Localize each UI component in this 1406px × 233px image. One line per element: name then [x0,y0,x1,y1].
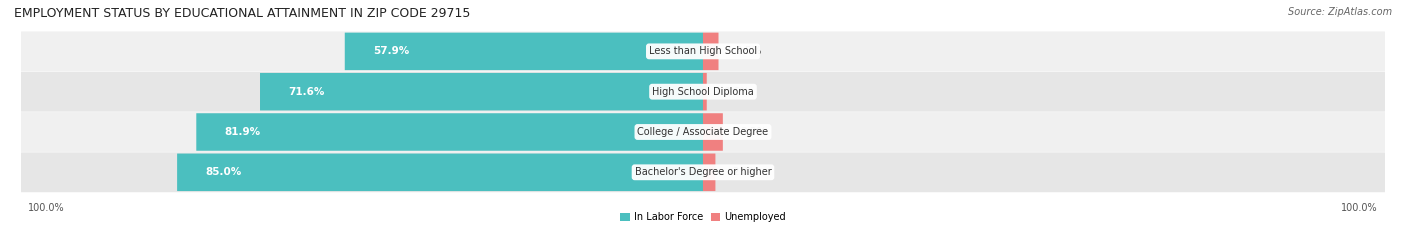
Text: Bachelor's Degree or higher: Bachelor's Degree or higher [634,167,772,177]
Text: High School Diploma: High School Diploma [652,87,754,97]
Text: EMPLOYMENT STATUS BY EDUCATIONAL ATTAINMENT IN ZIP CODE 29715: EMPLOYMENT STATUS BY EDUCATIONAL ATTAINM… [14,7,471,20]
Text: Source: ZipAtlas.com: Source: ZipAtlas.com [1288,7,1392,17]
Text: 2.5%: 2.5% [735,46,762,56]
Text: 3.2%: 3.2% [740,127,766,137]
FancyBboxPatch shape [21,112,1385,152]
Text: 85.0%: 85.0% [205,167,242,177]
Text: College / Associate Degree: College / Associate Degree [637,127,769,137]
Text: 2.0%: 2.0% [733,167,759,177]
FancyBboxPatch shape [344,33,703,70]
FancyBboxPatch shape [703,33,718,70]
FancyBboxPatch shape [260,73,703,110]
Text: 71.6%: 71.6% [288,87,325,97]
FancyBboxPatch shape [197,113,703,151]
FancyBboxPatch shape [21,72,1385,112]
Text: Less than High School: Less than High School [650,46,756,56]
Text: 100.0%: 100.0% [28,203,65,213]
Text: 57.9%: 57.9% [373,46,409,56]
FancyBboxPatch shape [703,154,716,191]
Text: 100.0%: 100.0% [1341,203,1378,213]
FancyBboxPatch shape [21,152,1385,192]
FancyBboxPatch shape [703,113,723,151]
FancyBboxPatch shape [21,31,1385,71]
Legend: In Labor Force, Unemployed: In Labor Force, Unemployed [616,208,790,226]
FancyBboxPatch shape [177,154,703,191]
FancyBboxPatch shape [703,73,707,110]
Text: 81.9%: 81.9% [225,127,260,137]
Text: 0.6%: 0.6% [724,87,749,97]
